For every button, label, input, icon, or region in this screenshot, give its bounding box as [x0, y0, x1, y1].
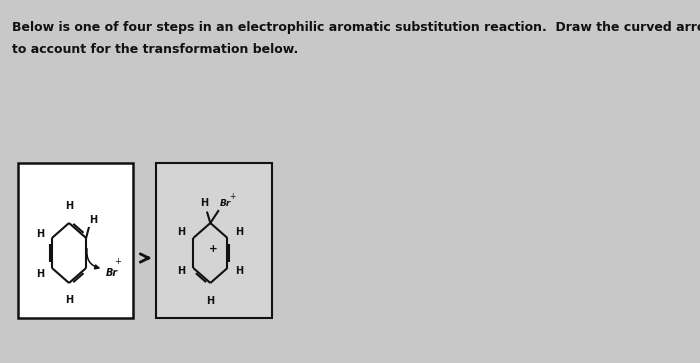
Text: H: H — [65, 295, 73, 305]
Bar — [157, 163, 272, 318]
Text: Below is one of four steps in an electrophilic aromatic substitution reaction.  : Below is one of four steps in an electro… — [12, 21, 700, 34]
Text: +: + — [114, 257, 121, 266]
Text: Br: Br — [106, 268, 118, 278]
Text: H: H — [36, 229, 44, 239]
Text: to account for the transformation below.: to account for the transformation below. — [12, 43, 298, 56]
Text: H: H — [235, 266, 244, 276]
Text: H: H — [235, 227, 244, 237]
Text: +: + — [229, 192, 235, 201]
Text: H: H — [36, 269, 44, 279]
Text: H: H — [199, 198, 208, 208]
Text: H: H — [206, 296, 214, 306]
Text: H: H — [177, 227, 186, 237]
Bar — [18, 163, 134, 318]
Text: H: H — [90, 215, 97, 225]
FancyArrowPatch shape — [87, 249, 99, 269]
Text: +: + — [209, 244, 218, 254]
Text: H: H — [177, 266, 186, 276]
Text: Br: Br — [220, 199, 232, 208]
Text: H: H — [65, 201, 73, 211]
